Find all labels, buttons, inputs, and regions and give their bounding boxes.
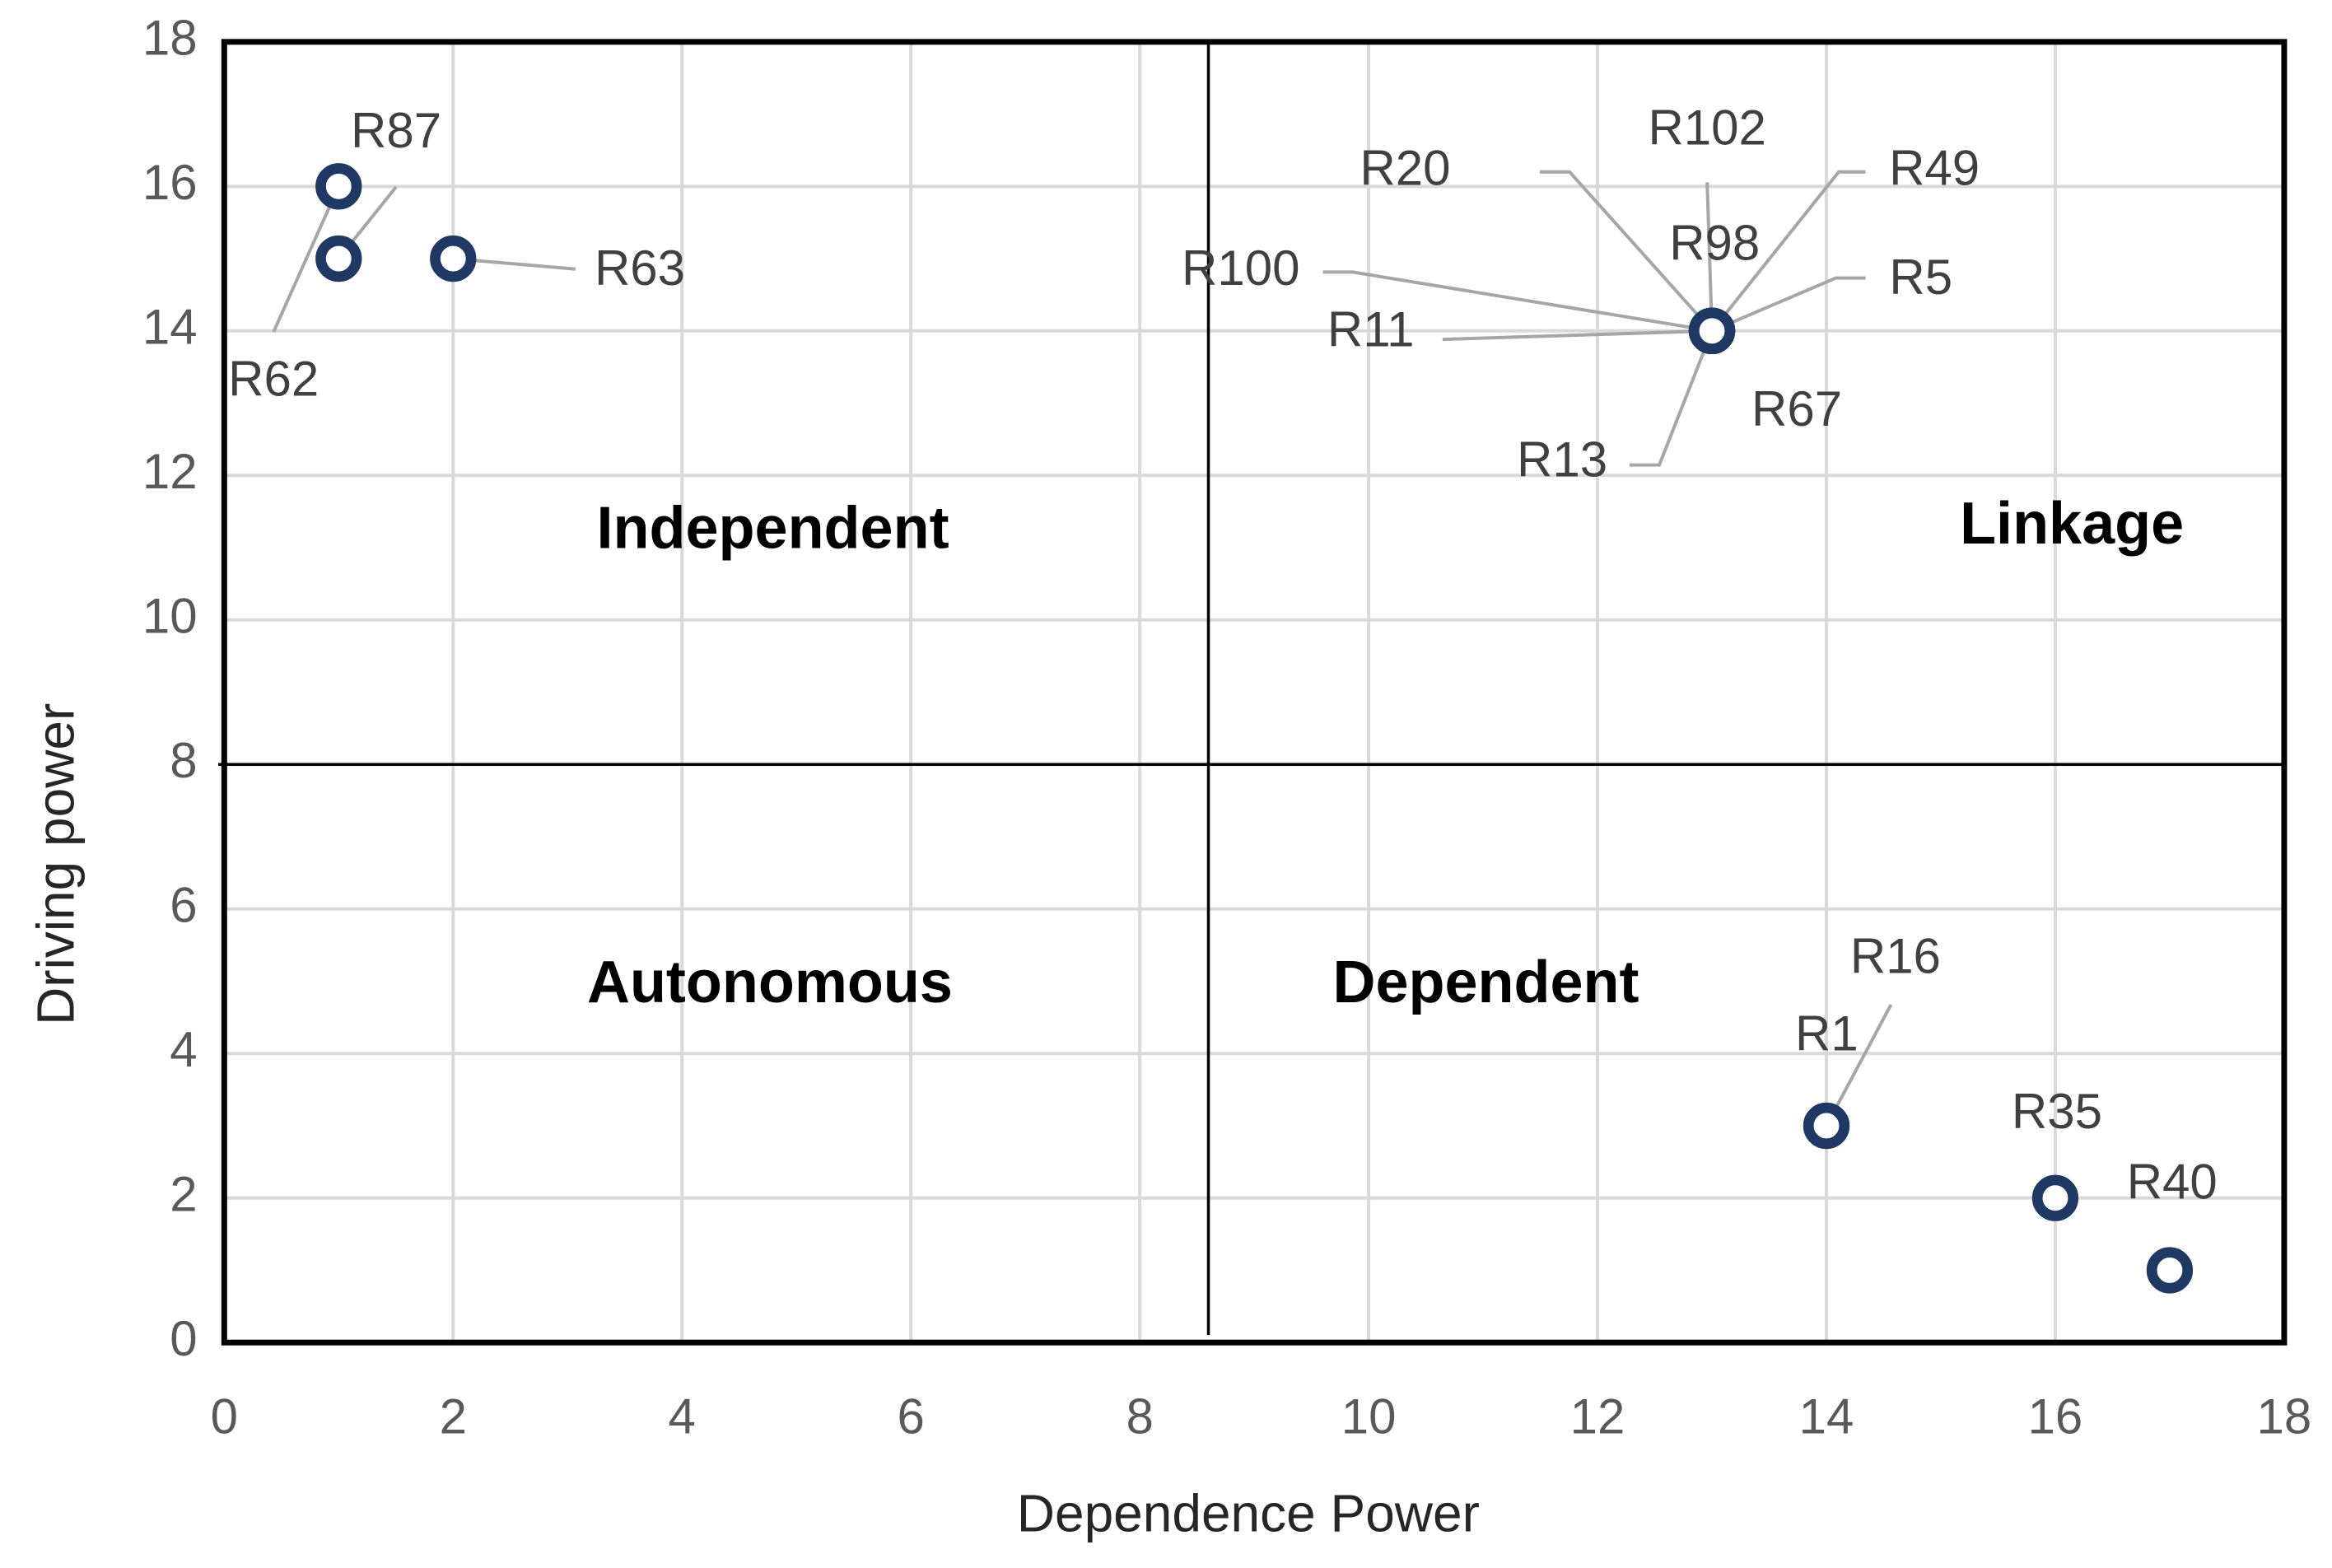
- point-label: R102: [1648, 100, 1765, 156]
- point: [315, 163, 362, 210]
- point-label: R40: [2127, 1154, 2218, 1209]
- point: [2146, 1247, 2194, 1294]
- leader-line: [1711, 276, 1866, 333]
- x-tick-label: 4: [669, 1388, 696, 1444]
- x-tick-label: 14: [1799, 1388, 1854, 1444]
- x-tick-label: 18: [2257, 1388, 2312, 1444]
- quadrant-label: Autonomous: [587, 950, 953, 1015]
- x-tick-label: 2: [440, 1388, 467, 1444]
- quadrant-label: Dependent: [1332, 950, 1639, 1015]
- y-tick-label: 16: [142, 155, 198, 210]
- y-tick-label: 6: [170, 878, 197, 933]
- point: [2031, 1174, 2079, 1221]
- point-label: R67: [1751, 381, 1842, 436]
- point-label: R5: [1889, 250, 1952, 305]
- point-label: R62: [228, 352, 319, 407]
- leader-line: [1539, 170, 1714, 333]
- plot-border: [221, 39, 2288, 1346]
- point-label: R49: [1889, 141, 1980, 196]
- x-axis-title: Dependence Power: [1017, 1484, 1480, 1543]
- y-tick-label: 10: [142, 589, 198, 644]
- quadrant-label: Linkage: [1960, 491, 2184, 557]
- leader-line: [272, 185, 341, 333]
- point: [315, 235, 362, 282]
- leader-line: [1629, 330, 1714, 467]
- x-tick-label: 10: [1341, 1388, 1397, 1444]
- leader-line: [1710, 170, 1866, 333]
- y-tick-label: 4: [170, 1022, 197, 1077]
- y-axis-title: Driving power: [26, 703, 86, 1025]
- x-tick-label: 12: [1570, 1388, 1625, 1444]
- point-label: R87: [351, 103, 441, 158]
- leader-line: [1705, 182, 1714, 331]
- x-tick-label: 16: [2028, 1388, 2083, 1444]
- leader-line: [1322, 270, 1713, 333]
- point-label: R16: [1850, 928, 1941, 983]
- point-label: R98: [1669, 215, 1760, 270]
- point-label: R1: [1795, 1006, 1859, 1062]
- point-label: R13: [1517, 432, 1607, 488]
- y-tick-label: 12: [142, 444, 198, 499]
- point: [1688, 307, 1736, 354]
- point-label: R35: [2012, 1084, 2102, 1139]
- point: [430, 235, 477, 282]
- point-label: R11: [1327, 302, 1415, 357]
- point-label: R20: [1360, 141, 1450, 196]
- y-tick-label: 18: [142, 11, 198, 66]
- x-tick-label: 6: [897, 1388, 924, 1444]
- y-tick-label: 0: [170, 1311, 197, 1366]
- x-tick-label: 8: [1126, 1388, 1153, 1444]
- x-tick-label: 0: [211, 1388, 238, 1444]
- y-tick-label: 2: [170, 1167, 197, 1222]
- leader-line: [1442, 329, 1713, 342]
- quadrant-label: Independent: [597, 495, 949, 561]
- point-label: R100: [1182, 240, 1299, 296]
- point-label: R63: [595, 240, 685, 296]
- y-tick-label: 14: [142, 300, 198, 355]
- point: [1803, 1102, 1850, 1150]
- y-tick-label: 8: [170, 733, 197, 788]
